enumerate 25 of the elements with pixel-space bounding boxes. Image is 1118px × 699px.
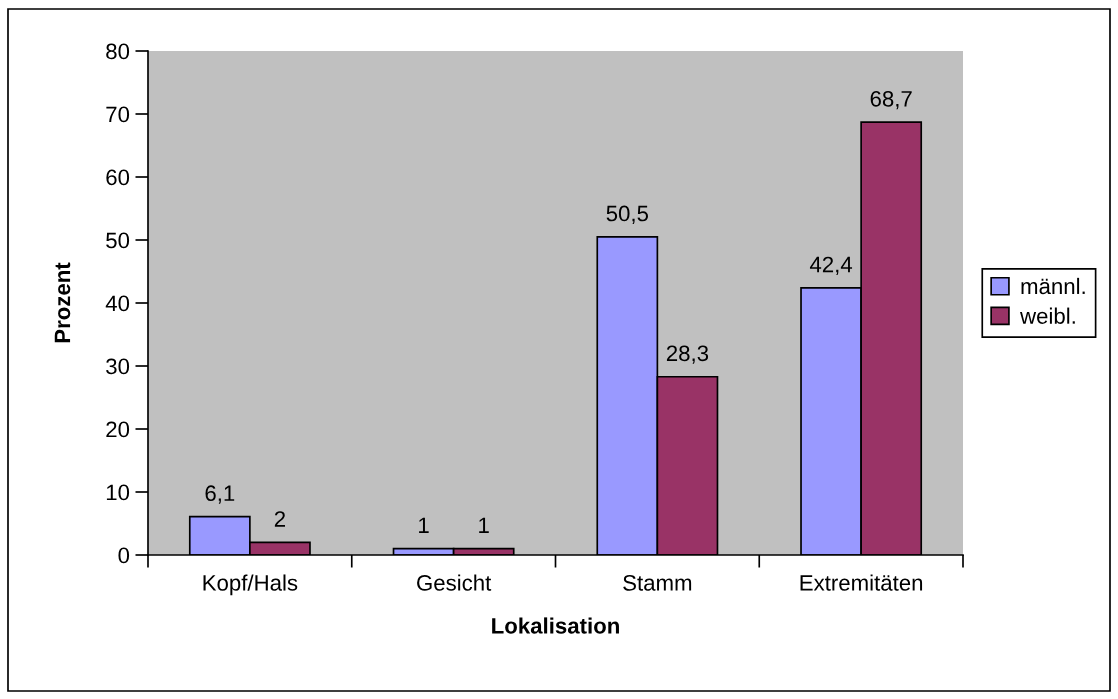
x-tick-label: Gesicht (417, 574, 492, 591)
data-label: 1 (479, 517, 489, 533)
data-label: 6,1 (205, 485, 235, 504)
y-tick-label: 70 (106, 106, 130, 123)
y-tick-label: 30 (106, 358, 130, 375)
legend-label: weibl. (1020, 307, 1075, 324)
x-tick-label: Stamm (623, 575, 692, 591)
data-label: 50,5 (606, 205, 649, 224)
y-tick-label: 40 (105, 295, 130, 312)
data-label: 42,4 (809, 256, 853, 275)
y-tick-label: 60 (106, 169, 130, 186)
y-tick-label: 50 (106, 232, 130, 249)
y-tick-label: 0 (118, 547, 130, 564)
x-tick-label: Extremitäten (800, 574, 923, 591)
x-tick-label: Kopf/Hals (203, 574, 298, 596)
data-label: 2 (274, 511, 285, 527)
legend-label: männl. (1021, 277, 1085, 295)
y-tick-label: 20 (106, 421, 130, 438)
y-tick-label: 80 (106, 43, 130, 60)
x-axis-title: Lokalisation (492, 617, 619, 634)
y-tick-label: 10 (106, 484, 130, 501)
data-label: 68,7 (870, 90, 912, 110)
data-label: 1 (419, 517, 429, 533)
y-axis-title: Prozent (54, 262, 71, 343)
data-label: 28,3 (666, 345, 709, 364)
